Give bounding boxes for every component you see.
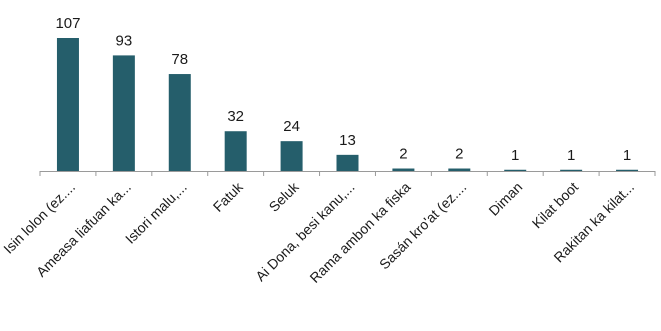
category-label-10: Kilat boot (529, 179, 582, 232)
data-label-5: 24 (283, 118, 300, 135)
data-label-11: 1 (623, 147, 631, 164)
category-label-4: Fatuk (210, 178, 247, 215)
bar-6 (336, 154, 359, 171)
bar-7 (392, 168, 415, 171)
bar-3 (168, 74, 191, 171)
category-label-6: Ai Dona, besi kanu,... (252, 179, 357, 284)
bar-11 (616, 169, 639, 171)
data-label-7: 2 (399, 146, 407, 163)
data-label-6: 13 (339, 132, 356, 149)
bar-1 (56, 38, 79, 171)
category-label-5: Seluk (266, 178, 303, 215)
bar-5 (280, 141, 303, 171)
category-label-2: Ameasa liafuan ka... (33, 179, 134, 280)
bar-8 (448, 168, 471, 171)
data-label-2: 93 (116, 32, 133, 49)
category-labels-group: Isin lolon (ez....Ameasa liafuan ka...Is… (0, 178, 637, 286)
category-label-7: Rama ambon ka fiska (306, 179, 413, 286)
data-label-9: 1 (511, 147, 519, 164)
data-labels-group: 107 93 78 32 24 13 2 2 1 1 1 (55, 15, 631, 164)
bar-9 (504, 169, 527, 171)
bar-4 (224, 131, 247, 171)
bar-2 (112, 55, 135, 171)
data-label-8: 2 (455, 146, 463, 163)
category-label-9: Diman (485, 179, 525, 219)
data-label-10: 1 (567, 147, 575, 164)
data-label-1: 107 (55, 15, 80, 32)
bar-10 (560, 169, 583, 171)
bars-group (56, 38, 639, 171)
x-axis-ticks-group (39, 171, 656, 176)
data-label-3: 78 (171, 51, 188, 68)
data-label-4: 32 (227, 108, 244, 125)
